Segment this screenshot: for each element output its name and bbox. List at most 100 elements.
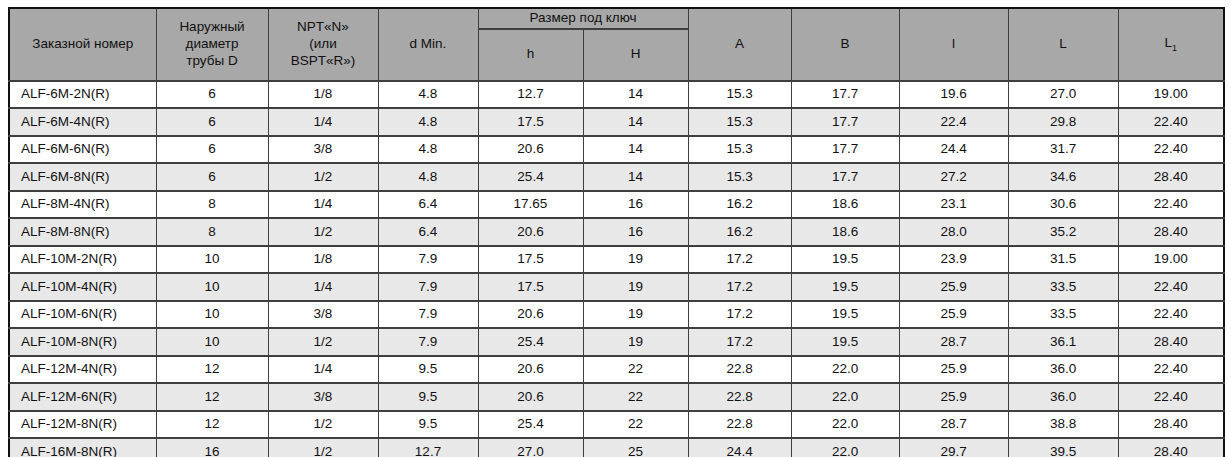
table-cell: 33.5 [1008, 301, 1118, 329]
table-cell: 1/4 [268, 273, 378, 301]
table-cell: ALF-10M-6N(R) [9, 301, 156, 329]
table-cell: 33.5 [1008, 273, 1118, 301]
table-cell: 17.5 [478, 246, 583, 274]
table-cell: 20.6 [478, 383, 583, 411]
table-cell: 19.6 [899, 81, 1008, 109]
table-cell: ALF-8M-4N(R) [9, 191, 156, 219]
table-cell: 12.7 [478, 81, 583, 109]
col-header-d-min: d Min. [378, 8, 478, 81]
table-cell: 25.9 [899, 356, 1008, 384]
table-cell: 19 [583, 246, 688, 274]
table-cell: 19.00 [1118, 246, 1224, 274]
table-cell: 31.5 [1008, 246, 1118, 274]
table-row: ALF-10M-8N(R)101/27.925.41917.219.528.73… [9, 328, 1224, 356]
table-cell: 27.2 [899, 163, 1008, 191]
table-cell: 9.5 [378, 411, 478, 439]
table-cell: 22.40 [1118, 108, 1224, 136]
table-cell: 7.9 [378, 328, 478, 356]
table-cell: 1/4 [268, 356, 378, 384]
table-cell: 25.4 [478, 328, 583, 356]
table-cell: 1/4 [268, 108, 378, 136]
table-cell: ALF-10M-2N(R) [9, 246, 156, 274]
l1-subscript: 1 [1172, 43, 1177, 53]
table-cell: 17.2 [688, 246, 791, 274]
table-cell: 23.1 [899, 191, 1008, 219]
table-cell: 20.6 [478, 136, 583, 164]
table-cell: ALF-10M-8N(R) [9, 328, 156, 356]
table-cell: 19 [583, 273, 688, 301]
table-cell: 16.2 [688, 218, 791, 246]
table-cell: 22.40 [1118, 301, 1224, 329]
table-cell: 15.3 [688, 81, 791, 109]
table-row: ALF-10M-4N(R)101/47.917.51917.219.525.93… [9, 273, 1224, 301]
table-cell: ALF-6M-8N(R) [9, 163, 156, 191]
table-cell: 3/8 [268, 301, 378, 329]
table-cell: 22.40 [1118, 356, 1224, 384]
table-cell: 28.40 [1118, 328, 1224, 356]
table-cell: 28.7 [899, 328, 1008, 356]
table-cell: ALF-8M-8N(R) [9, 218, 156, 246]
table-cell: 24.4 [688, 438, 791, 457]
table-cell: 7.9 [378, 301, 478, 329]
table-cell: 15.3 [688, 136, 791, 164]
fitting-dimensions-table: Заказной номер Наружный диаметр трубы D … [8, 7, 1225, 457]
col-header-wrench-size-group: Размер под ключ [478, 8, 688, 29]
table-cell: 22.40 [1118, 273, 1224, 301]
table-cell: 18.6 [791, 191, 899, 219]
table-cell: ALF-6M-6N(R) [9, 136, 156, 164]
table-cell: 31.7 [1008, 136, 1118, 164]
table-cell: 16.2 [688, 191, 791, 219]
table-cell: 22.40 [1118, 136, 1224, 164]
table-cell: 14 [583, 136, 688, 164]
table-cell: 28.40 [1118, 411, 1224, 439]
table-cell: 6.4 [378, 218, 478, 246]
table-cell: 6.4 [378, 191, 478, 219]
table-cell: 39.5 [1008, 438, 1118, 457]
col-header-order-number: Заказной номер [9, 8, 156, 81]
table-cell: 17.65 [478, 191, 583, 219]
table-cell: 16 [156, 438, 268, 457]
table-row: ALF-12M-4N(R)121/49.520.62222.822.025.93… [9, 356, 1224, 384]
table-cell: 22.0 [791, 383, 899, 411]
table-cell: 19.00 [1118, 81, 1224, 109]
table-cell: 8 [156, 191, 268, 219]
table-cell: 22.0 [791, 356, 899, 384]
table-cell: 3/8 [268, 136, 378, 164]
table-cell: 15.3 [688, 108, 791, 136]
table-cell: ALF-12M-8N(R) [9, 411, 156, 439]
table-cell: ALF-6M-2N(R) [9, 81, 156, 109]
table-cell: 22 [583, 383, 688, 411]
table-cell: 17.2 [688, 273, 791, 301]
table-row: ALF-10M-2N(R)101/87.917.51917.219.523.93… [9, 246, 1224, 274]
table-cell: 20.6 [478, 356, 583, 384]
table-cell: 29.8 [1008, 108, 1118, 136]
table-cell: 15.3 [688, 163, 791, 191]
table-cell: 1/4 [268, 191, 378, 219]
table-cell: 30.6 [1008, 191, 1118, 219]
table-row: ALF-8M-4N(R)81/46.417.651616.218.623.130… [9, 191, 1224, 219]
table-cell: 17.2 [688, 328, 791, 356]
col-header-outer-diameter: Наружный диаметр трубы D [156, 8, 268, 81]
table-cell: 14 [583, 108, 688, 136]
table-cell: 28.40 [1118, 438, 1224, 457]
table-cell: 29.7 [899, 438, 1008, 457]
table-cell: 1/8 [268, 81, 378, 109]
table-row: ALF-12M-6N(R)123/89.520.62222.822.025.93… [9, 383, 1224, 411]
table-header: Заказной номер Наружный диаметр трубы D … [9, 8, 1224, 81]
table-cell: 25.4 [478, 411, 583, 439]
table-cell: ALF-6M-4N(R) [9, 108, 156, 136]
table-cell: 10 [156, 246, 268, 274]
table-cell: 9.5 [378, 356, 478, 384]
table-cell: 17.5 [478, 108, 583, 136]
table-cell: 17.5 [478, 273, 583, 301]
table-cell: ALF-10M-4N(R) [9, 273, 156, 301]
table-cell: 16 [583, 191, 688, 219]
table-cell: 19.5 [791, 273, 899, 301]
table-row: ALF-10M-6N(R)103/87.920.61917.219.525.93… [9, 301, 1224, 329]
table-cell: 25 [583, 438, 688, 457]
table-cell: 7.9 [378, 273, 478, 301]
table-row: ALF-8M-8N(R)81/26.420.61616.218.628.035.… [9, 218, 1224, 246]
table-cell: 36.0 [1008, 383, 1118, 411]
table-row: ALF-6M-8N(R)61/24.825.41415.317.727.234.… [9, 163, 1224, 191]
table-body: ALF-6M-2N(R)61/84.812.71415.317.719.627.… [9, 81, 1224, 457]
